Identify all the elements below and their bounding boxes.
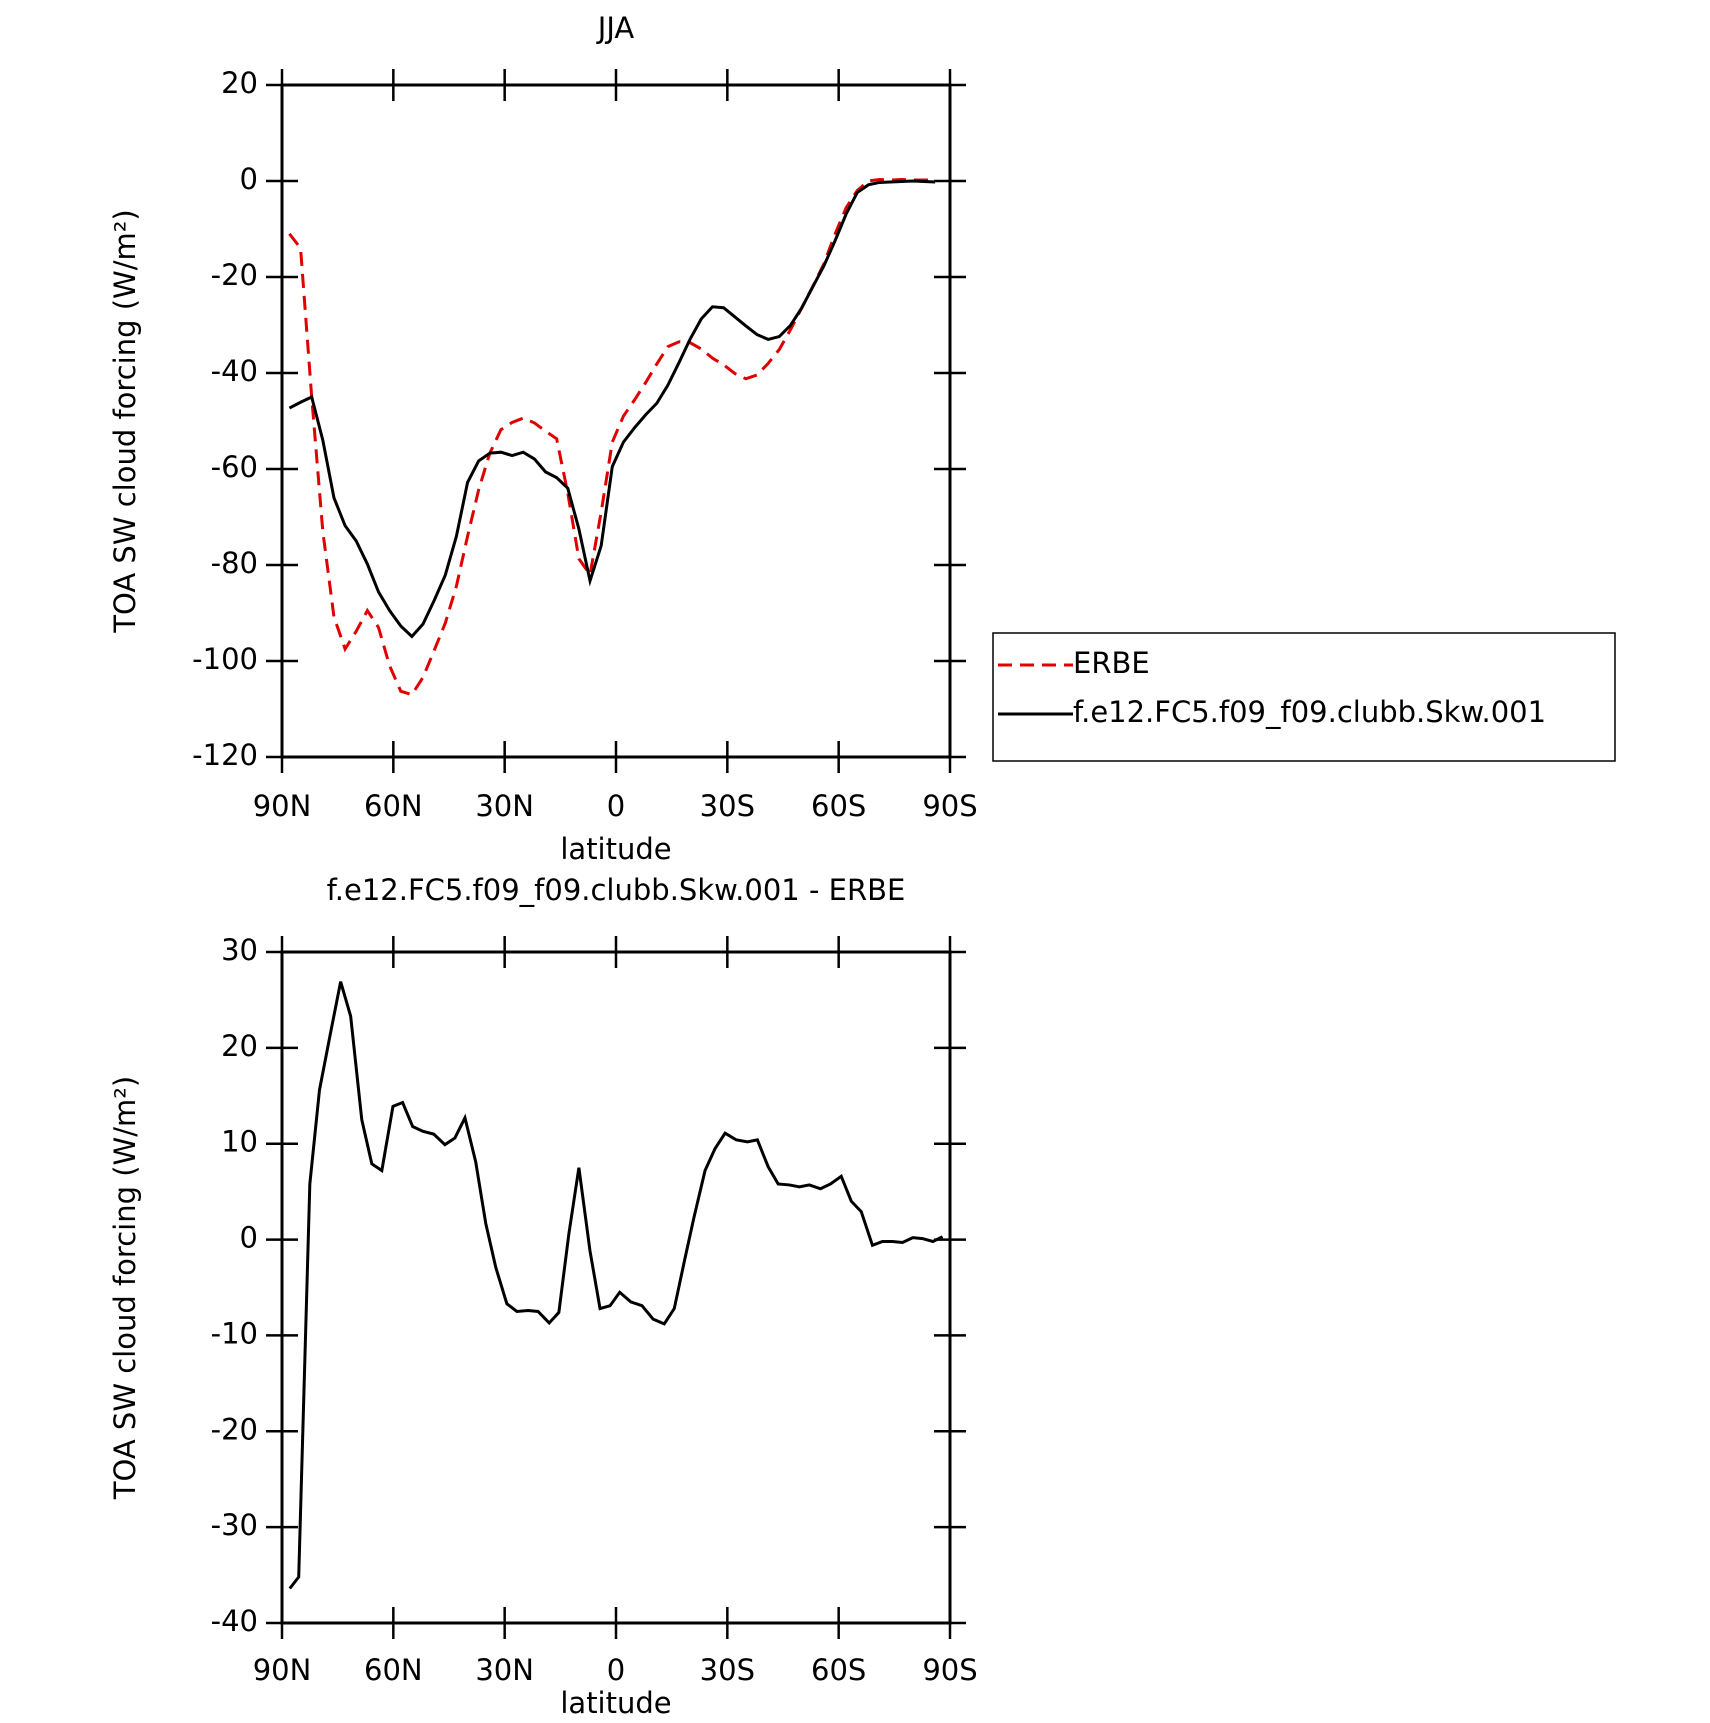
y-tick-label: 20 xyxy=(221,1029,258,1063)
y-tick-label: 0 xyxy=(240,162,258,196)
y-tick-label: -20 xyxy=(211,1412,258,1446)
x-tick-label: 30S xyxy=(700,1653,755,1687)
x-tick-label: 90N xyxy=(253,1653,312,1687)
x-tick-label: 0 xyxy=(607,789,625,823)
plot-frame xyxy=(280,950,952,1625)
y-tick-label: -60 xyxy=(211,450,258,484)
chart-title: f.e12.FC5.f09_f09.clubb.Skw.001 - ERBE xyxy=(327,873,906,907)
legend-label: ERBE xyxy=(1073,646,1150,680)
x-axis-label: latitude xyxy=(560,832,671,866)
x-tick-label: 90N xyxy=(253,789,312,823)
y-tick-label: 20 xyxy=(221,66,258,100)
chart-title: JJA xyxy=(596,11,635,45)
legend-box xyxy=(992,632,1616,762)
x-tick-label: 60S xyxy=(811,1653,866,1687)
y-axis-label: TOA SW cloud forcing (W/m²) xyxy=(108,1076,142,1500)
legend-label: f.e12.FC5.f09_f09.clubb.Skw.001 xyxy=(1073,695,1546,729)
y-tick-label: -80 xyxy=(211,546,258,580)
x-tick-label: 30N xyxy=(475,1653,534,1687)
x-tick-label: 0 xyxy=(607,1653,625,1687)
y-tick-label: -30 xyxy=(211,1508,258,1542)
y-tick-label: -20 xyxy=(211,258,258,292)
x-tick-label: 60N xyxy=(364,789,423,823)
x-tick-label: 60N xyxy=(364,1653,423,1687)
y-tick-label: 30 xyxy=(221,933,258,967)
plot-frame xyxy=(280,83,952,759)
data-line xyxy=(288,178,936,697)
data-line xyxy=(288,179,936,639)
y-tick-label: -40 xyxy=(211,354,258,388)
y-tick-label: 0 xyxy=(240,1221,258,1255)
x-tick-label: 90S xyxy=(922,789,977,823)
x-tick-label: 30N xyxy=(475,789,534,823)
x-tick-label: 60S xyxy=(811,789,866,823)
x-tick-label: 90S xyxy=(922,1653,977,1687)
y-tick-label: -100 xyxy=(192,642,258,676)
y-tick-label: -40 xyxy=(211,1604,258,1638)
data-line xyxy=(288,981,944,1590)
y-tick-label: -10 xyxy=(211,1316,258,1350)
y-axis-label: TOA SW cloud forcing (W/m²) xyxy=(108,209,142,633)
x-axis-label: latitude xyxy=(560,1686,671,1720)
x-tick-label: 30S xyxy=(700,789,755,823)
y-tick-label: -120 xyxy=(192,738,258,772)
y-tick-label: 10 xyxy=(221,1125,258,1159)
